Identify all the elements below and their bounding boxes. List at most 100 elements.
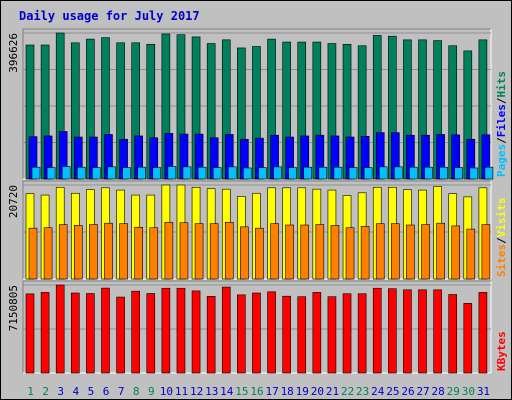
bar-kbytes-day-20 bbox=[312, 292, 322, 374]
bar-pages-day-16 bbox=[258, 167, 267, 180]
bar-sites-day-31 bbox=[481, 224, 491, 280]
bar-pages-day-13 bbox=[212, 167, 222, 180]
bar-pages-day-19 bbox=[303, 166, 313, 180]
x-tick-label: 7 bbox=[118, 385, 125, 398]
bar-sites-day-16 bbox=[255, 227, 264, 280]
bar-kbytes-day-17 bbox=[267, 291, 276, 374]
x-tick-label: 1 bbox=[27, 385, 34, 398]
bar-sites-day-26 bbox=[406, 224, 415, 280]
bar-kbytes-day-6 bbox=[101, 287, 110, 374]
bar-sites-day-20 bbox=[315, 224, 325, 280]
x-tick-label: 4 bbox=[73, 385, 80, 398]
bar-sites-day-22 bbox=[345, 227, 355, 280]
legend-entry: KBytes bbox=[495, 331, 508, 371]
x-tick-label: 23 bbox=[356, 385, 369, 398]
legend-entry: Pages bbox=[495, 144, 508, 177]
x-tick-label: 29 bbox=[447, 385, 460, 398]
panel-kbytes: 7150805 KBytes bbox=[7, 280, 508, 374]
bar-kbytes-day-16 bbox=[252, 292, 261, 374]
bar-sites-day-5 bbox=[89, 224, 98, 280]
bar-sites-day-24 bbox=[375, 223, 385, 280]
x-tick-label: 3 bbox=[57, 385, 64, 398]
bar-kbytes-day-31 bbox=[478, 292, 488, 374]
bar-kbytes-day-30 bbox=[463, 303, 473, 374]
bar-sites-day-27 bbox=[421, 224, 430, 280]
bar-kbytes-day-22 bbox=[342, 293, 352, 374]
bar-sites-day-9 bbox=[149, 227, 159, 280]
x-tick-label: 12 bbox=[190, 385, 203, 398]
bar-pages-day-14 bbox=[227, 166, 237, 180]
bar-sites-day-11 bbox=[179, 222, 189, 280]
bar-pages-day-21 bbox=[333, 166, 343, 180]
bar-pages-day-24 bbox=[378, 166, 388, 180]
bar-kbytes-day-3 bbox=[55, 284, 65, 374]
bar-kbytes-day-15 bbox=[237, 294, 246, 374]
bar-pages-day-4 bbox=[76, 166, 86, 180]
bar-sites-day-6 bbox=[104, 222, 113, 280]
x-tick-label: 27 bbox=[416, 385, 429, 398]
bar-kbytes-day-8 bbox=[131, 290, 140, 374]
x-tick-label: 18 bbox=[281, 385, 294, 398]
bar-pages-day-31 bbox=[484, 166, 494, 180]
bar-pages-day-12 bbox=[197, 166, 207, 180]
bar-sites-day-29 bbox=[451, 225, 461, 280]
bar-sites-day-14 bbox=[224, 221, 234, 280]
bar-pages-day-11 bbox=[182, 166, 192, 180]
panel-visits-sites: 20720 Sites/Visits bbox=[7, 180, 508, 280]
bar-pages-day-15 bbox=[243, 167, 252, 180]
bar-pages-day-3 bbox=[61, 166, 71, 180]
bar-sites-day-15 bbox=[240, 226, 249, 280]
bar-kbytes-day-26 bbox=[403, 289, 412, 374]
bar-pages-day-6 bbox=[107, 166, 116, 180]
x-tick-label: 14 bbox=[220, 385, 234, 398]
bar-kbytes-day-25 bbox=[388, 288, 397, 374]
x-tick-label: 2 bbox=[42, 385, 49, 398]
bar-kbytes-day-21 bbox=[327, 296, 337, 374]
bar-kbytes-day-18 bbox=[282, 295, 291, 374]
bar-sites-day-10 bbox=[164, 221, 174, 280]
bar-sites-day-19 bbox=[300, 224, 310, 280]
legend-entry: / bbox=[495, 97, 508, 104]
bar-kbytes-day-4 bbox=[70, 292, 80, 374]
bar-pages-day-9 bbox=[152, 167, 162, 180]
x-tick-label: 25 bbox=[386, 385, 399, 398]
bar-sites-day-21 bbox=[330, 225, 340, 280]
bar-sites-day-23 bbox=[360, 226, 370, 280]
bar-pages-day-25 bbox=[394, 166, 403, 180]
x-tick-label: 13 bbox=[205, 385, 218, 398]
bar-kbytes-day-11 bbox=[176, 287, 186, 374]
panel-legend: Pages/Files/Hits bbox=[495, 71, 508, 177]
bar-pages-day-23 bbox=[363, 167, 373, 180]
bar-sites-day-2 bbox=[43, 227, 53, 280]
bar-pages-day-22 bbox=[348, 167, 358, 180]
bar-pages-day-26 bbox=[409, 166, 418, 180]
bar-pages-day-10 bbox=[167, 166, 177, 180]
x-tick-label: 16 bbox=[250, 385, 263, 398]
x-tick-label: 30 bbox=[462, 385, 475, 398]
bar-sites-day-18 bbox=[285, 224, 294, 280]
bar-pages-day-20 bbox=[318, 166, 328, 180]
bar-kbytes-day-12 bbox=[191, 290, 201, 374]
bar-pages-day-30 bbox=[469, 167, 479, 180]
bar-kbytes-day-1 bbox=[25, 293, 35, 374]
x-tick-label: 21 bbox=[326, 385, 339, 398]
panel-legend: Sites/Visits bbox=[495, 198, 508, 278]
legend-entry: Sites bbox=[495, 244, 508, 277]
bar-pages-day-5 bbox=[92, 167, 101, 180]
bar-pages-day-8 bbox=[137, 166, 146, 180]
bar-pages-day-17 bbox=[273, 166, 282, 180]
x-tick-label: 31 bbox=[477, 385, 490, 398]
x-tick-label: 20 bbox=[311, 385, 324, 398]
bar-sites-day-28 bbox=[436, 222, 445, 280]
bar-pages-day-2 bbox=[46, 167, 56, 180]
bar-pages-day-7 bbox=[122, 167, 131, 180]
bar-pages-day-29 bbox=[454, 167, 464, 180]
panel-max-label: 20720 bbox=[7, 185, 20, 218]
x-tick-label: 28 bbox=[432, 385, 445, 398]
x-tick-label: 22 bbox=[341, 385, 354, 398]
bar-kbytes-day-2 bbox=[40, 292, 50, 374]
x-tick-label: 26 bbox=[401, 385, 414, 398]
panel-legend: KBytes bbox=[495, 331, 508, 371]
